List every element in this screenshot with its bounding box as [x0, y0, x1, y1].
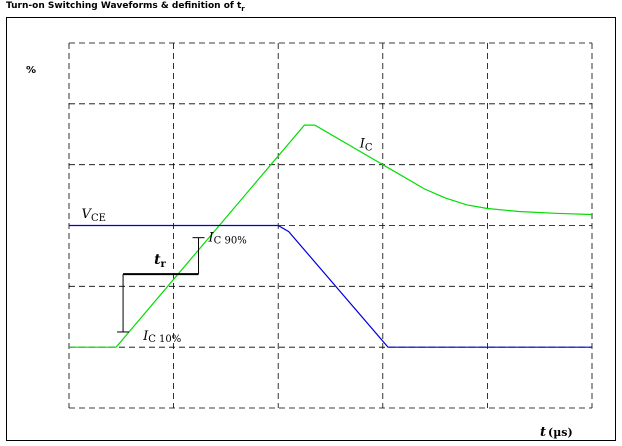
- ic90-label-symbol: I: [208, 231, 215, 246]
- ic90-label-sub: C 90%: [214, 236, 247, 247]
- ic10-label-symbol: I: [142, 329, 149, 344]
- tr-label-symbol: t: [154, 252, 161, 268]
- tr-label: tr: [154, 252, 166, 270]
- page-title-main: Turn-on Switching Waveforms & definition…: [6, 1, 242, 11]
- series-ic-line: [69, 124, 593, 348]
- series-vce-label: VCE: [82, 207, 106, 224]
- x-axis-label: t (µs): [540, 425, 573, 440]
- page-title: Turn-on Switching Waveforms & definition…: [6, 1, 245, 13]
- x-axis-label-symbol: t: [540, 425, 546, 440]
- series-ic-label: IC: [359, 137, 373, 154]
- ic10-label: IC 10%: [142, 329, 181, 345]
- series-ic-label-sub: C: [365, 143, 373, 154]
- x-axis-label-unit: (µs): [548, 426, 573, 439]
- ic10-label-sub: C 10%: [148, 334, 181, 345]
- ic90-label: IC 90%: [208, 231, 247, 247]
- tr-bracket: [117, 237, 205, 333]
- series-vce-label-symbol: V: [82, 207, 93, 222]
- page-title-subscript: r: [241, 4, 245, 13]
- tr-label-sub: r: [161, 259, 167, 270]
- y-axis-label: %: [26, 65, 36, 76]
- series-vce-line: [69, 224, 592, 348]
- series-vce-label-sub: CE: [91, 213, 106, 224]
- series-ic-label-symbol: I: [359, 137, 366, 152]
- chart-frame: [6, 17, 616, 441]
